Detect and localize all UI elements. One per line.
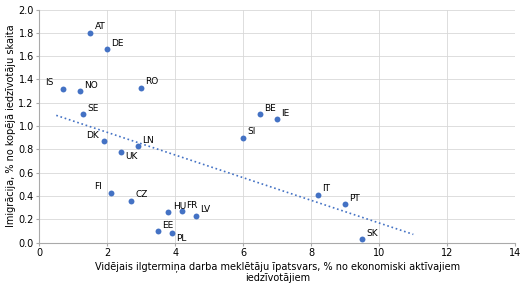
Text: CZ: CZ: [135, 190, 148, 199]
Point: [178, 209, 187, 214]
Point: [127, 198, 135, 203]
Text: IS: IS: [45, 78, 53, 88]
Text: LN: LN: [142, 136, 154, 144]
Point: [168, 231, 176, 236]
Point: [314, 192, 323, 197]
Point: [86, 31, 94, 35]
Point: [116, 149, 125, 154]
Text: PL: PL: [176, 234, 187, 243]
Point: [103, 47, 112, 51]
Point: [76, 89, 84, 93]
Point: [154, 229, 162, 233]
Text: HU: HU: [173, 202, 186, 211]
Text: DE: DE: [111, 39, 124, 48]
Text: AT: AT: [94, 23, 105, 32]
Text: NO: NO: [84, 81, 98, 90]
Text: LV: LV: [200, 205, 210, 214]
Text: UK: UK: [125, 153, 138, 162]
Text: IE: IE: [281, 109, 290, 118]
Point: [79, 112, 87, 117]
Point: [191, 214, 200, 218]
Text: SE: SE: [87, 104, 99, 113]
X-axis label: Vidējais ilgtermiņa darba meklētāju īpatsvars, % no ekonomiski aktīvajiem
iedzīv: Vidējais ilgtermiņa darba meklētāju īpat…: [95, 261, 460, 284]
Point: [256, 112, 265, 117]
Text: SI: SI: [248, 127, 256, 136]
Text: SK: SK: [366, 229, 378, 238]
Point: [239, 136, 248, 140]
Point: [273, 117, 281, 121]
Text: RO: RO: [145, 77, 159, 86]
Text: IT: IT: [323, 184, 330, 194]
Text: EE: EE: [162, 221, 174, 230]
Point: [59, 86, 67, 91]
Point: [100, 139, 108, 144]
Point: [134, 144, 142, 148]
Point: [358, 237, 366, 242]
Point: [341, 202, 349, 207]
Y-axis label: Imigrācija, % no kopējā iedzīvotāju skaita: Imigrācija, % no kopējā iedzīvotāju skai…: [6, 25, 16, 227]
Text: FI: FI: [94, 182, 102, 191]
Point: [164, 210, 173, 215]
Text: PT: PT: [349, 194, 360, 203]
Point: [106, 190, 115, 195]
Point: [137, 85, 145, 90]
Text: DK: DK: [86, 131, 99, 140]
Text: BE: BE: [265, 104, 276, 113]
Text: FR: FR: [186, 201, 198, 210]
